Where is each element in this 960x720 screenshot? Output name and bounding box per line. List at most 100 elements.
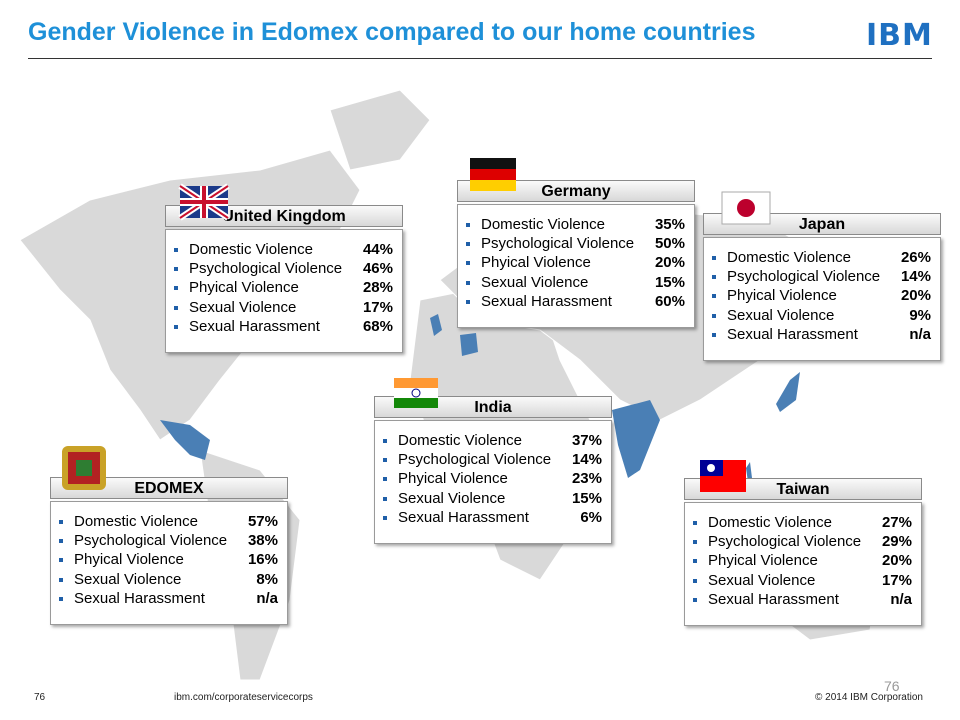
stat-label: Phyical Violence [189,279,299,297]
panel-body: Domestic Violence 26% Psychological Violen… [703,237,941,361]
stat-value: 28% [362,279,393,297]
stat-value: 35% [654,216,685,233]
stat-row: Domestic Violence 44% [166,240,402,259]
stat-value: 68% [362,317,393,335]
stat-row: Psychological Violence 29% [685,532,921,551]
stat-value: 27% [881,514,912,531]
stat-value: 20% [654,254,685,272]
stat-value: 14% [900,268,931,286]
stat-value: 37% [571,432,602,449]
stat-value: 16% [247,551,278,569]
stat-label: Domestic Violence [708,514,832,531]
stat-label: Sexual Harassment [481,292,612,310]
stat-label: Psychological Violence [74,532,228,550]
bullet [466,223,470,227]
stat-label: Sexual Harassment [189,317,320,335]
bullet [383,515,387,520]
stat-value: 17% [362,298,393,316]
stat-label: Sexual Violence [74,570,182,588]
stat-label: Phyical Violence [398,470,508,488]
stat-row: Domestic Violence 57% [51,512,287,531]
stat-value: n/a [256,589,278,607]
stat-row: Sexual Violence 9% [704,306,940,325]
stat-label: Domestic Violence [189,241,313,258]
stat-value: 8% [256,570,278,588]
copyright: © 2014 IBM Corporation [815,692,923,703]
stat-row: Sexual Violence 15% [458,273,694,292]
bullet [383,458,387,463]
bullet [174,305,178,310]
stat-row: Sexual Harassment 6% [375,508,611,527]
slide-number: 76 [884,678,900,694]
panel-body: Domestic Violence 35% Psychological Violen… [457,204,695,328]
stat-row: Domestic Violence 37% [375,431,611,450]
stat-value: 20% [881,552,912,570]
bullet [693,578,697,583]
title-rule [28,58,932,59]
stat-label: Domestic Violence [481,216,605,233]
bullet [383,477,387,482]
bullet [712,313,716,318]
panel-header: Germany [457,180,695,202]
stat-row: Sexual Violence 17% [166,298,402,317]
bullet [693,521,697,525]
stat-label: Phyical Violence [727,287,837,305]
stat-label: Sexual Harassment [727,325,858,343]
stat-label: Psychological Violence [727,268,881,286]
stat-label: Sexual Violence [398,489,506,507]
stat-row: Domestic Violence 26% [704,248,940,267]
stat-row: Phyical Violence 20% [704,286,940,305]
bullet [383,496,387,501]
stat-value: 15% [654,273,685,291]
stat-label: Phyical Violence [708,552,818,570]
title: Gender Violence in Edomex compared to ou… [28,18,756,46]
bullet [712,256,716,260]
flag-uk [178,183,230,221]
stat-row: Sexual Harassment n/a [704,325,940,344]
stat-row: Sexual Harassment n/a [51,589,287,608]
flag-taiwan [700,460,746,492]
stat-value: 26% [900,249,931,266]
stat-row: Psychological Violence 14% [704,267,940,286]
stat-label: Domestic Violence [74,513,198,530]
bullet [174,286,178,291]
panel-header: EDOMEX [50,477,288,499]
panel-body: Domestic Violence 37% Psychological Violen… [374,420,612,544]
stat-row: Psychological Violence 46% [166,259,402,278]
stat-row: Domestic Violence 27% [685,513,921,532]
stat-row: Sexual Violence 8% [51,570,287,589]
bullet [59,577,63,582]
stat-value: 50% [654,235,685,253]
bullet [383,439,387,443]
stat-row: Phyical Violence 20% [458,253,694,272]
stat-label: Sexual Violence [727,306,835,324]
bullet [174,267,178,272]
stat-row: Psychological Violence 14% [375,450,611,469]
stat-row: Sexual Violence 17% [685,571,921,590]
stat-row: Phyical Violence 23% [375,469,611,488]
stat-label: Psychological Violence [189,260,343,278]
flag-japan [721,191,771,225]
stat-value: 60% [654,292,685,310]
stat-label: Phyical Violence [74,551,184,569]
stat-value: 20% [900,287,931,305]
bullet [174,248,178,252]
stat-row: Phyical Violence 20% [685,551,921,570]
stat-label: Sexual Violence [708,571,816,589]
stat-value: 6% [580,508,602,526]
stat-value: 9% [909,306,931,324]
stat-value: 17% [881,571,912,589]
bullet [712,275,716,280]
stat-value: 38% [247,532,278,550]
stat-label: Psychological Violence [708,533,862,551]
bullet [466,261,470,266]
stat-row: Psychological Violence 38% [51,531,287,550]
stat-label: Psychological Violence [398,451,552,469]
stat-value: 23% [571,470,602,488]
flag-india [394,378,438,408]
stat-row: Sexual Harassment 60% [458,292,694,311]
stat-value: 14% [571,451,602,469]
bullet [693,597,697,602]
